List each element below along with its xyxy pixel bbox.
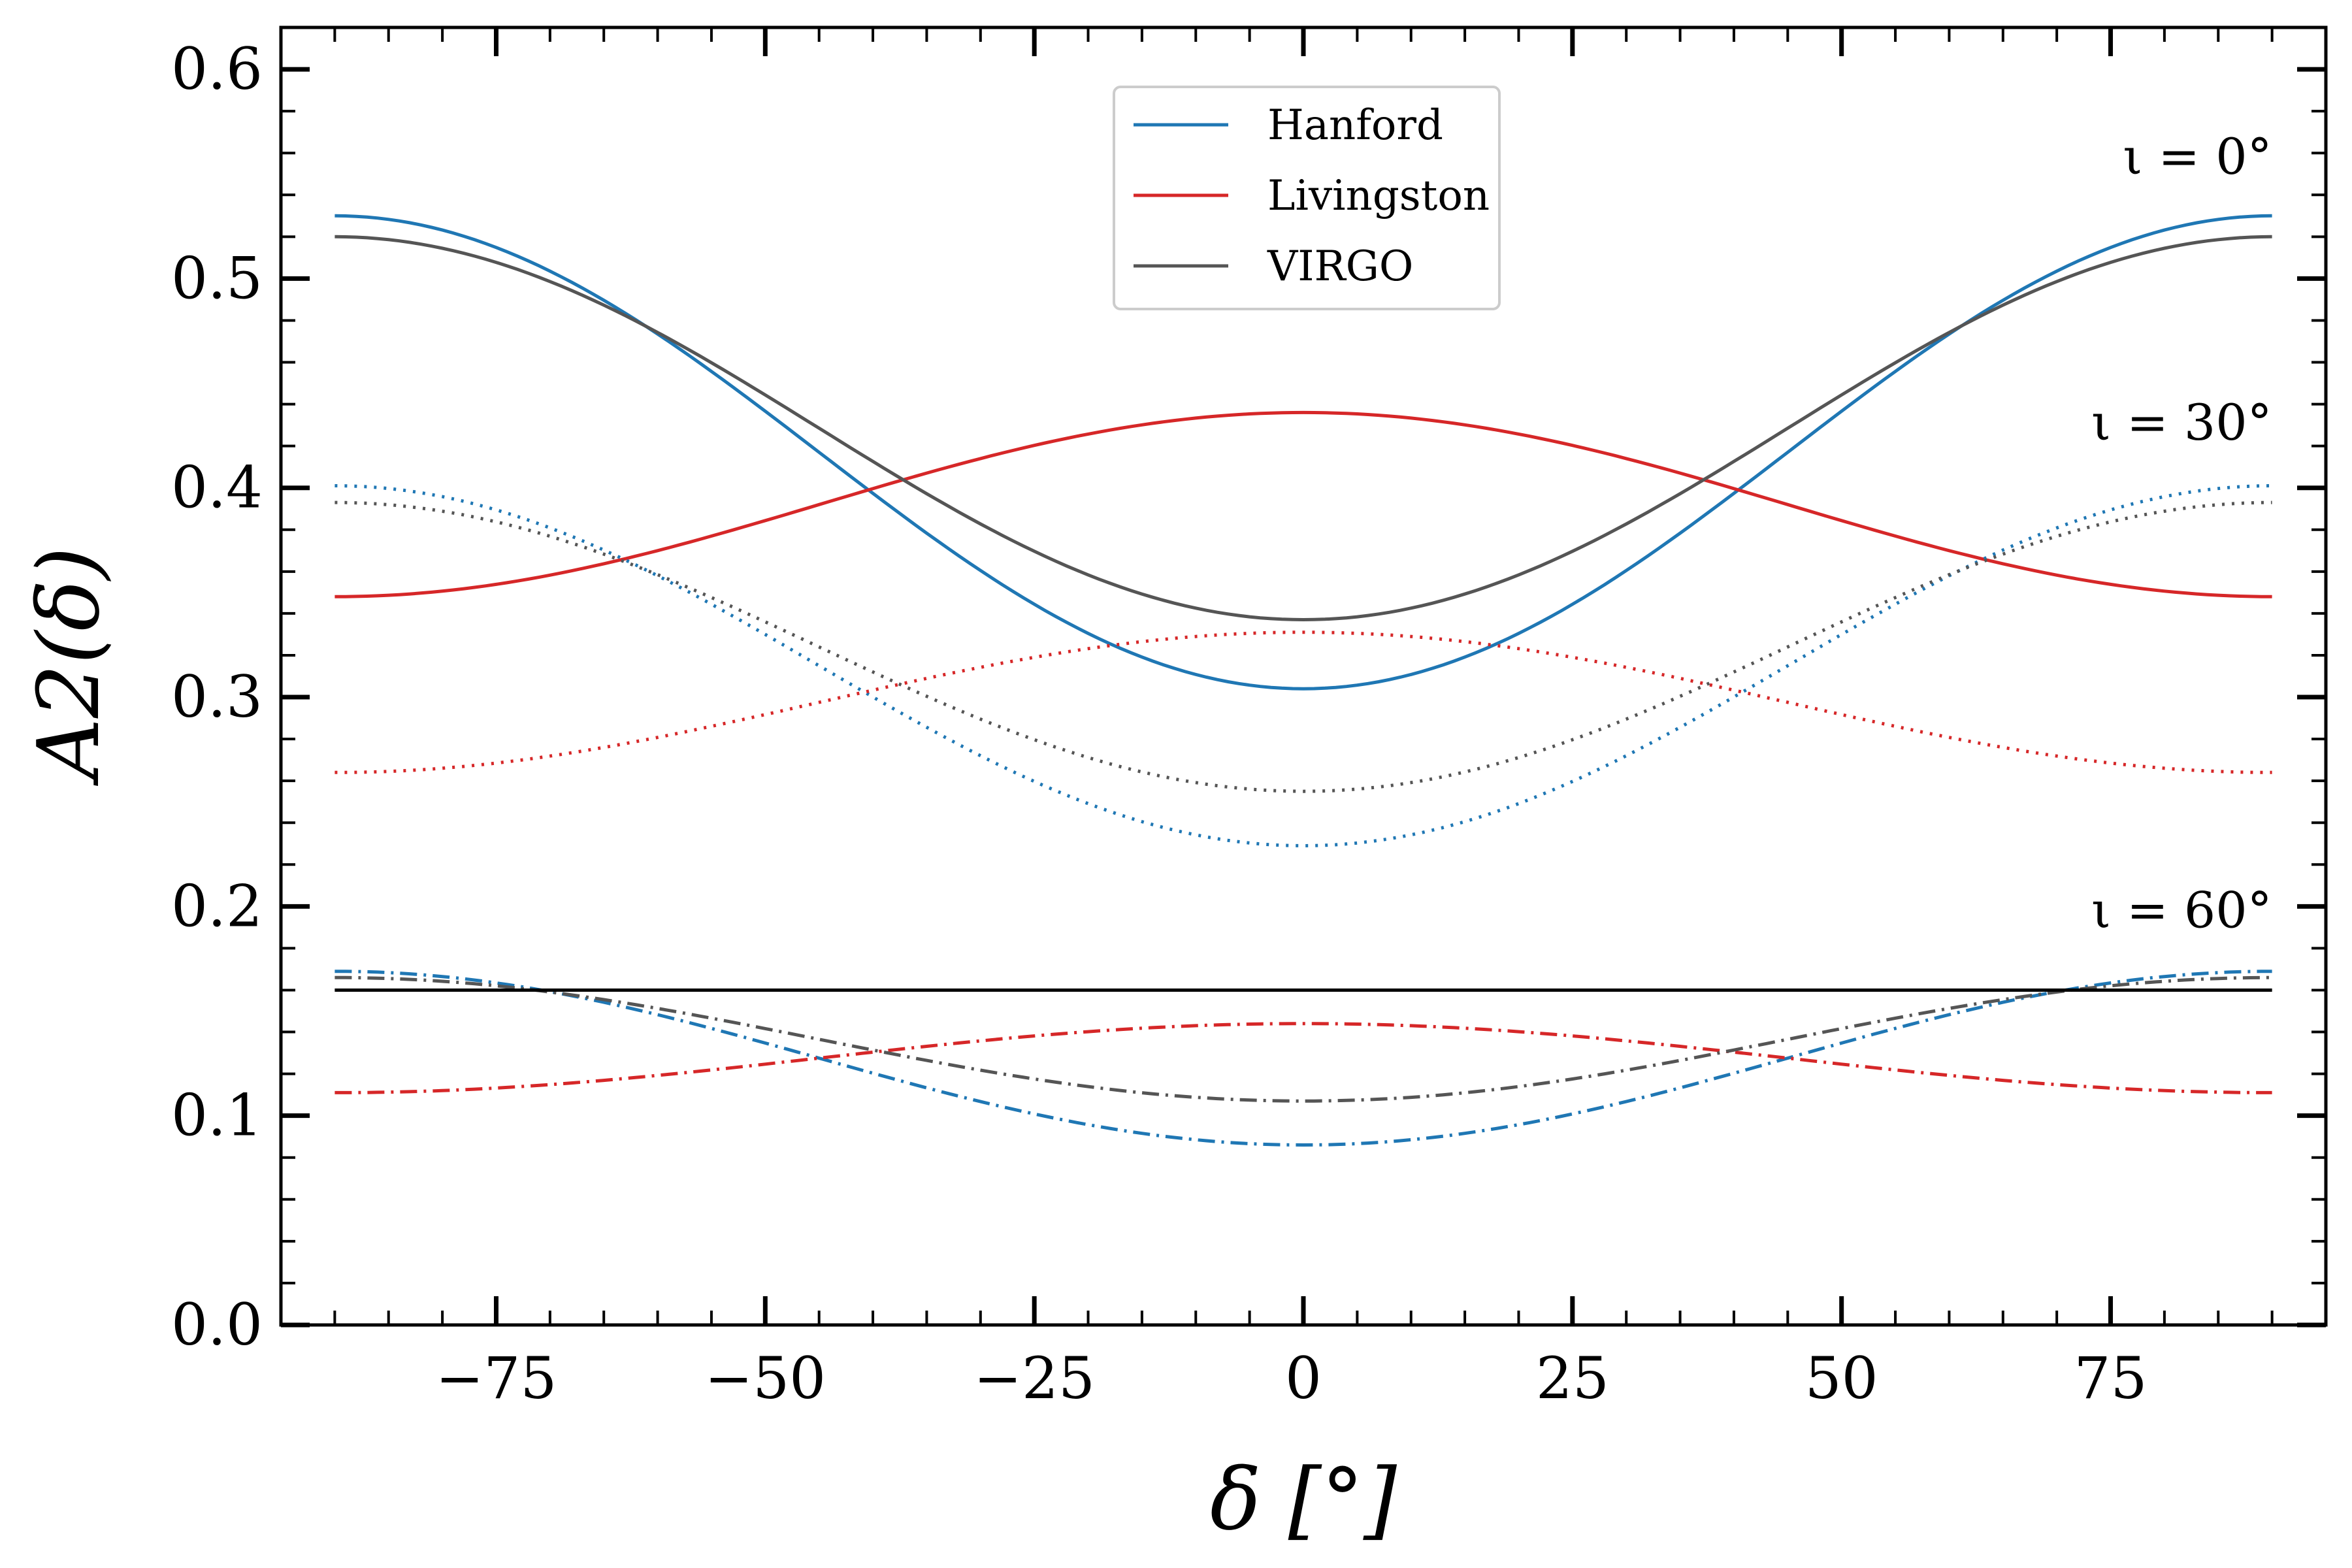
y-tick-label: 0.3 <box>171 663 263 730</box>
labels-layer: −75 −50 −25 0 25 50 75 0.0 0.1 0.2 0.3 0.4 0.5 0.6 ι =… <box>171 35 2272 1412</box>
x-tick-label: 0 <box>1285 1345 1322 1412</box>
plot-frame <box>279 25 2328 1327</box>
x-tick-label: 25 <box>1536 1345 1609 1412</box>
y-tick-label: 0.2 <box>171 872 263 939</box>
series-line-virgo <box>335 500 2272 793</box>
x-tick-label: −50 <box>704 1345 826 1412</box>
x-tick-label: 75 <box>2074 1345 2148 1412</box>
y-tick-label: 0.1 <box>171 1082 263 1149</box>
legend-box <box>1113 86 1501 310</box>
x-tick-label: 50 <box>1805 1345 1878 1412</box>
y-axis-title: A2(δ) <box>19 547 118 786</box>
series-line-livingston <box>335 410 2272 598</box>
series-line-livingston <box>335 630 2272 774</box>
y-tick-label: 0.5 <box>171 244 263 312</box>
x-tick-label: −25 <box>973 1345 1095 1412</box>
legend: Hanford Livingston VIRGO <box>1113 86 1501 310</box>
series-line-virgo <box>335 975 2272 1103</box>
series-layer <box>335 214 2272 1147</box>
legend-label: Hanford <box>1267 101 1443 150</box>
legend-label: Livingston <box>1267 172 1490 220</box>
inclination-annotation: ι = 30° <box>2091 393 2272 451</box>
legend-label: VIRGO <box>1267 242 1413 291</box>
y-tick-label: 0.6 <box>171 35 263 103</box>
x-axis-title: δ [°] <box>1210 1450 1397 1549</box>
y-tick-label: 0.0 <box>171 1291 263 1358</box>
series-line-virgo <box>335 235 2272 622</box>
x-tick-label: −75 <box>436 1345 557 1412</box>
series-line-hanford <box>335 970 2272 1147</box>
inclination-annotation: ι = 60° <box>2091 881 2272 939</box>
inclination-annotation: ι = 0° <box>2123 127 2272 186</box>
series-line-livingston <box>335 1022 2272 1094</box>
y-tick-label: 0.4 <box>171 454 263 521</box>
